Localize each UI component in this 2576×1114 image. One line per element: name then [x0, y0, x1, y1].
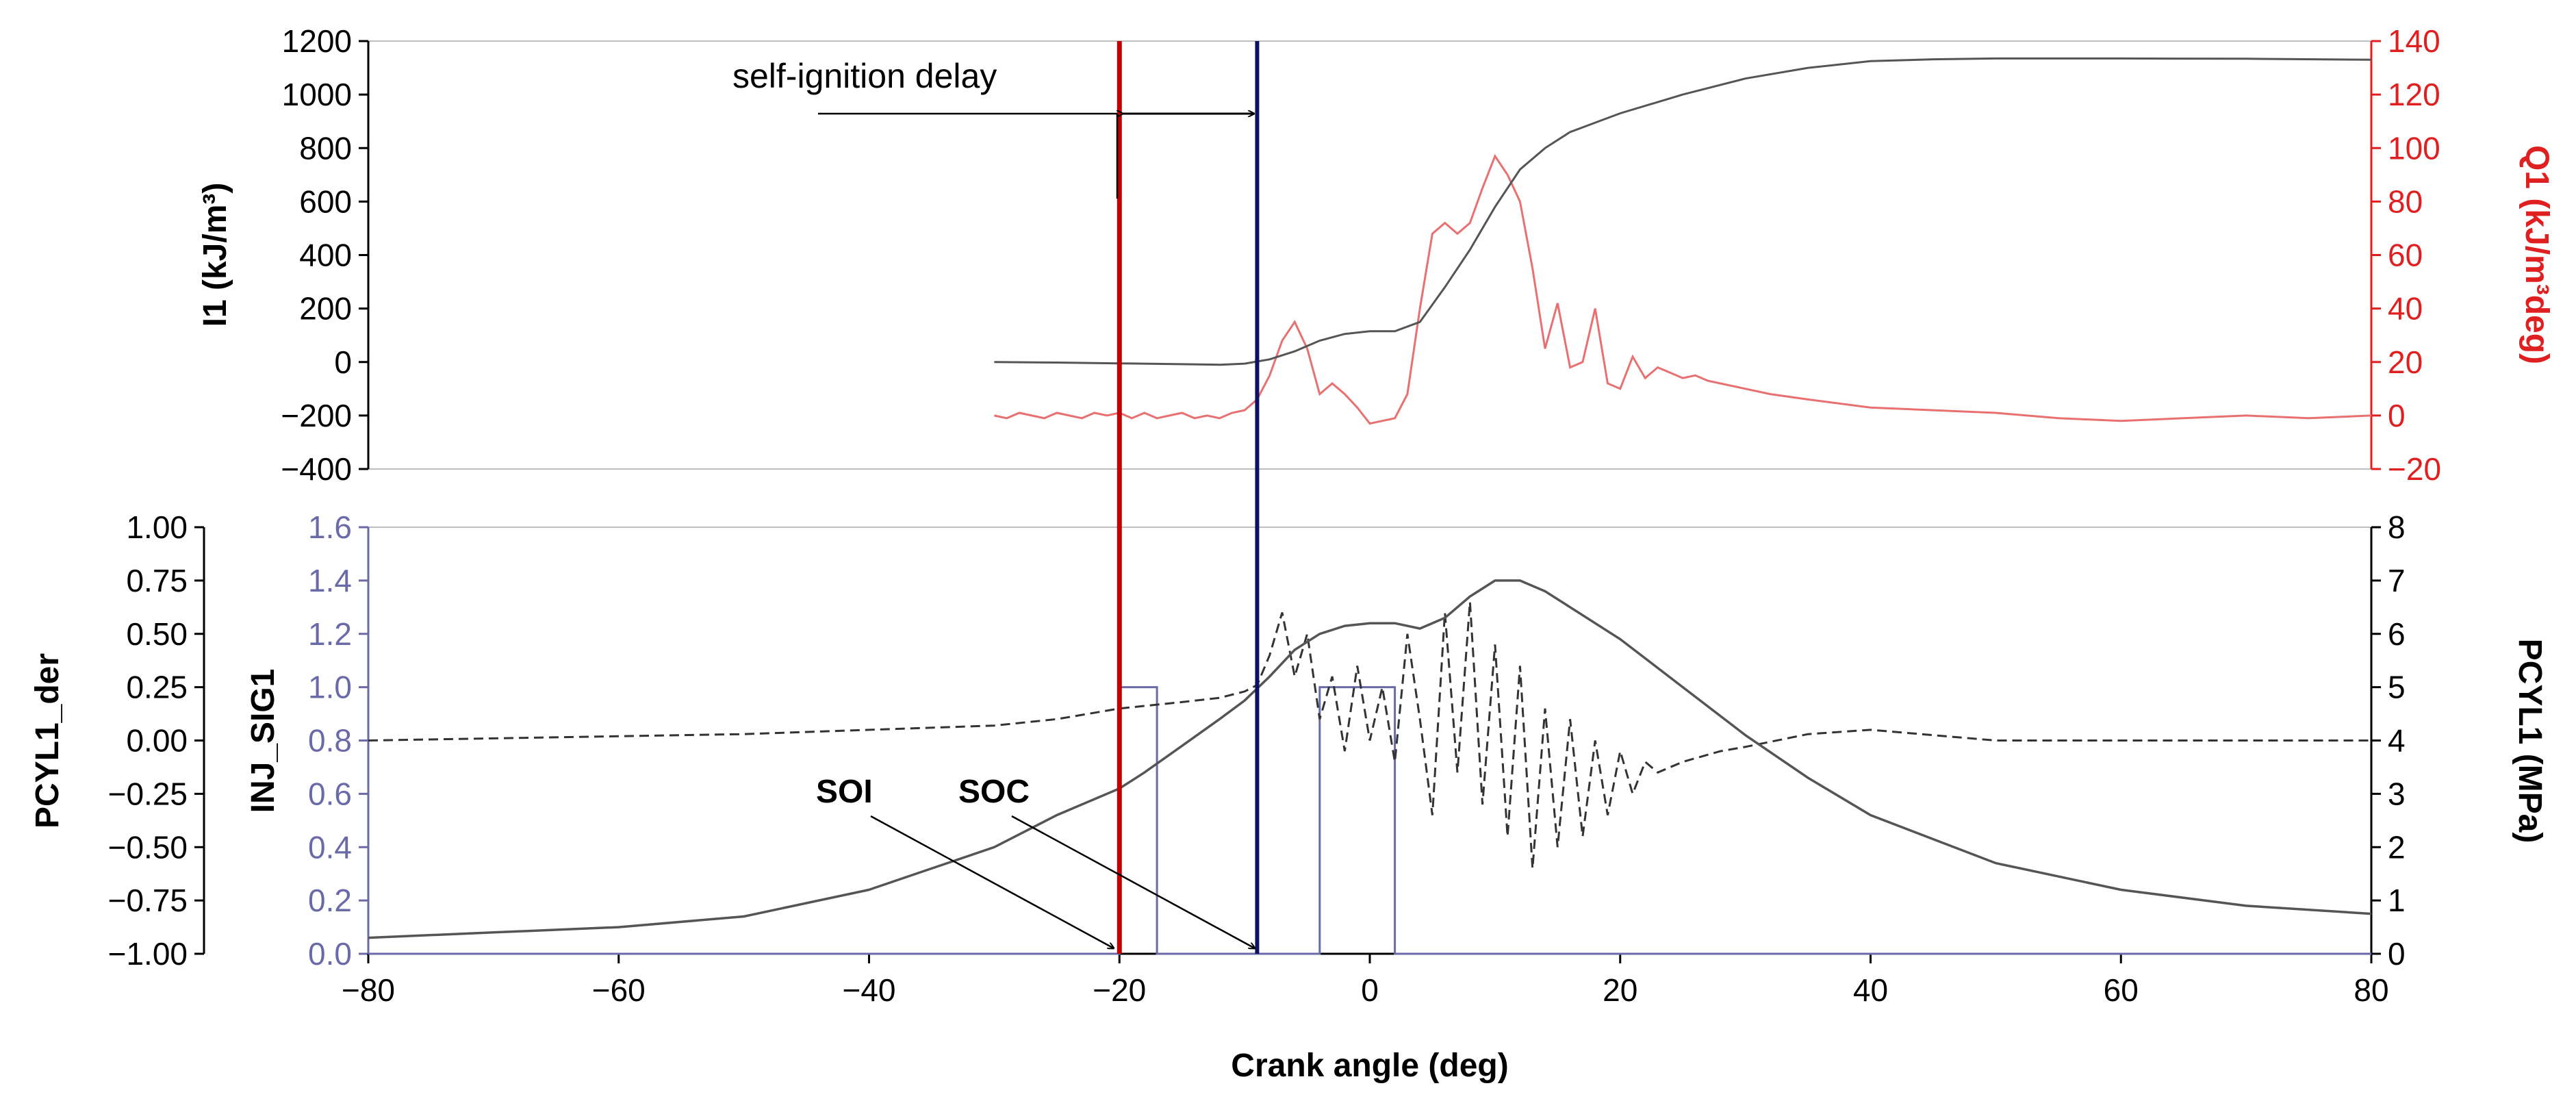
tick-label: −0.50: [108, 829, 188, 865]
tick-label: 0.6: [308, 776, 352, 811]
tick-label: 6: [2388, 616, 2406, 652]
tick-label: 5: [2388, 670, 2406, 705]
tick-label: 0.0: [308, 936, 352, 972]
q1-axis-ticks: −20 0 20 40 60 80 100 120 140: [2371, 23, 2441, 487]
tick-label: 4: [2388, 723, 2406, 759]
tick-label: 0.00: [126, 723, 188, 759]
tick-label: 1.0: [308, 670, 352, 705]
tick-label: 40: [2388, 291, 2423, 327]
tick-label: 2: [2388, 829, 2406, 865]
tick-label: −20: [1093, 972, 1146, 1008]
tick-label: 0: [2388, 398, 2406, 433]
tick-label: −400: [281, 451, 352, 487]
tick-label: 40: [1853, 972, 1888, 1008]
inj-sig1-axis-title: INJ_SIG1: [245, 669, 281, 813]
tick-label: −0.25: [108, 776, 188, 811]
crank-angle-axis-title: Crank angle (deg): [1231, 1048, 1508, 1084]
tick-label: 1.00: [126, 509, 188, 545]
tick-label: 100: [2388, 130, 2440, 166]
pcyl1-der-series-line: [368, 601, 2371, 869]
tick-label: 0: [1361, 972, 1379, 1008]
tick-label: −0.75: [108, 883, 188, 918]
tick-label: 3: [2388, 776, 2406, 811]
top-panel-frame: [368, 40, 2372, 470]
tick-label: −20: [2388, 451, 2441, 487]
tick-label: 20: [1603, 972, 1637, 1008]
tick-label: −1.00: [108, 936, 188, 972]
crank-angle-axis-ticks: −80 −60 −40 −20 0 20 40 60 80: [342, 954, 2389, 1008]
i1-axis-title: I1 (kJ/m³): [197, 183, 233, 327]
tick-label: 8: [2388, 509, 2406, 545]
tick-label: 1.2: [308, 616, 352, 652]
i1-axis-ticks: −400 −200 0 200 400 600 800 1000 1200: [281, 23, 368, 487]
tick-label: −80: [342, 972, 395, 1008]
pcyl1-axis-title: PCYL1 (MPa): [2512, 639, 2548, 844]
tick-label: 20: [2388, 344, 2423, 380]
tick-label: 1.4: [308, 563, 352, 598]
tick-label: 140: [2388, 23, 2440, 59]
tick-label: 60: [2104, 972, 2139, 1008]
tick-label: −60: [592, 972, 646, 1008]
tick-label: 1200: [282, 23, 352, 59]
tick-label: 800: [299, 130, 352, 166]
tick-label: 60: [2388, 238, 2423, 273]
tick-label: 80: [2354, 972, 2388, 1008]
tick-label: 80: [2388, 183, 2423, 219]
tick-label: 200: [299, 291, 352, 327]
tick-label: 0.75: [126, 563, 188, 598]
tick-label: 0.2: [308, 883, 352, 918]
soi-arrow: [870, 815, 1114, 948]
pcyl1-axis-ticks: 0 1 2 3 4 5 6 7 8: [2371, 509, 2406, 972]
tick-label: 600: [299, 183, 352, 219]
inj-sig1-series-line: [368, 686, 2371, 955]
tick-label: 0.4: [308, 829, 352, 865]
pcyl1-der-axis-title: PCYL1_der: [29, 653, 66, 828]
soc-arrow: [1011, 815, 1255, 948]
soc-label: SOC: [958, 774, 1030, 810]
tick-label: 120: [2388, 77, 2440, 112]
inj-sig1-axis-ticks: 0.0 0.2 0.4 0.6 0.8 1.0 1.2 1.4 1.6: [308, 509, 368, 972]
tick-label: 1.6: [308, 509, 352, 545]
tick-label: 0.8: [308, 723, 352, 759]
tick-label: 1000: [282, 77, 352, 112]
tick-label: 0.50: [126, 616, 188, 652]
tick-label: 400: [299, 238, 352, 273]
q1-axis-title: Q1 (kJ/m³deg): [2518, 145, 2555, 364]
i1-series-line: [994, 57, 2372, 366]
pcyl1-der-axis-ticks: −1.00 −0.75 −0.50 −0.25 0.00 0.25 0.50 0.75 1.00: [108, 509, 204, 972]
tick-label: −40: [842, 972, 895, 1008]
self-ignition-delay-label: self-ignition delay: [732, 57, 997, 95]
q1-series-line: [994, 153, 2372, 425]
pcyl1-series-line: [368, 579, 2372, 939]
tick-label: 7: [2388, 563, 2406, 598]
tick-label: 0: [2388, 936, 2406, 972]
tick-label: 0: [334, 344, 352, 380]
soi-label: SOI: [816, 774, 873, 810]
tick-label: 1: [2388, 883, 2406, 918]
tick-label: 0.25: [126, 670, 188, 705]
tick-label: −200: [281, 398, 352, 433]
